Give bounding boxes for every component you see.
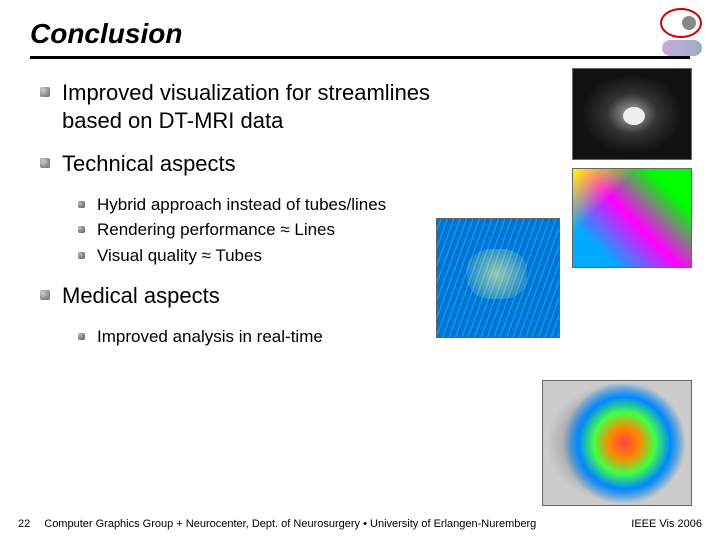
brain-3d-image (542, 380, 692, 506)
neurocenter-logo-icon (662, 40, 702, 56)
bullet-item: Medical aspects (40, 282, 690, 310)
streamline-closeup-image (436, 218, 560, 338)
footer-conference: IEEE Vis 2006 (631, 518, 702, 530)
slide-title: Conclusion (30, 18, 690, 50)
bullet-marker-icon (78, 201, 85, 208)
bullet-marker-icon (78, 226, 85, 233)
slide: Conclusion Improved visualization for st… (0, 0, 720, 540)
logo-area (660, 8, 702, 56)
bullet-marker-icon (40, 87, 50, 97)
page-number: 22 (18, 518, 30, 530)
sub-bullet-group: Improved analysis in real-time (40, 326, 690, 349)
bullet-marker-icon (40, 158, 50, 168)
sub-bullet-text: Rendering performance ≈ Lines (97, 219, 335, 242)
sub-bullet-item: Improved analysis in real-time (78, 326, 690, 349)
bullet-marker-icon (40, 290, 50, 300)
bullet-text: Technical aspects (62, 150, 236, 178)
bullet-marker-icon (78, 252, 85, 259)
footer-affiliation: Computer Graphics Group + Neurocenter, D… (44, 518, 631, 530)
mri-slice-image (572, 68, 692, 160)
bullet-marker-icon (78, 333, 85, 340)
footer: 22 Computer Graphics Group + Neurocenter… (0, 518, 720, 530)
sub-bullet-text: Improved analysis in real-time (97, 326, 323, 349)
institution-logo-icon (660, 8, 702, 38)
sub-bullet-text: Hybrid approach instead of tubes/lines (97, 194, 386, 217)
fiber-tract-image (572, 168, 692, 268)
bullet-text: Medical aspects (62, 282, 220, 310)
sub-bullet-text: Visual quality ≈ Tubes (97, 245, 262, 268)
bullet-text: Improved visualization for streamlines b… (62, 79, 442, 134)
title-underline (30, 56, 690, 59)
